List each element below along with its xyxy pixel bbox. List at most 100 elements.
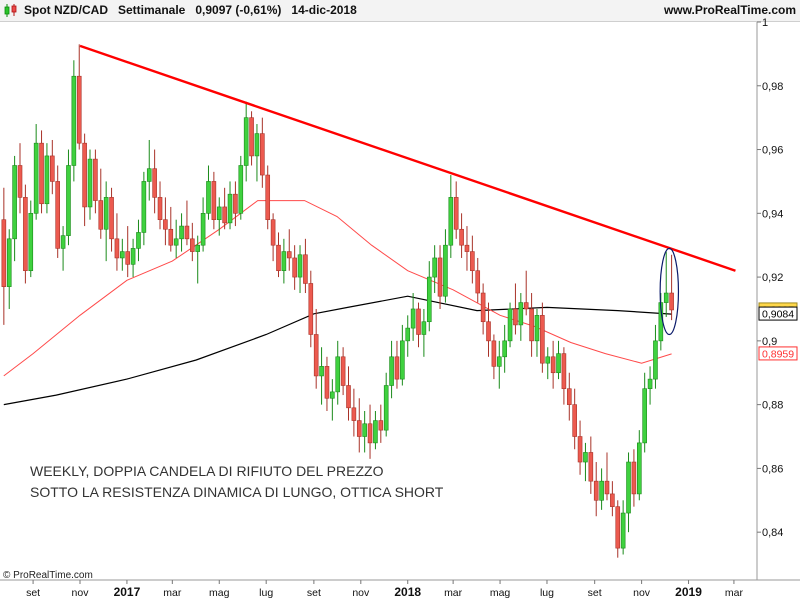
candle-body [658, 302, 664, 342]
ma200-line [3, 295, 672, 406]
candle [464, 226, 470, 271]
candle [470, 235, 475, 284]
candle [76, 44, 82, 150]
x-tick-label: mar [444, 587, 463, 599]
candle [507, 302, 513, 348]
candle [12, 155, 17, 262]
candle [653, 324, 658, 389]
candle-body [23, 197, 28, 272]
candle [184, 200, 190, 246]
ma50-line [3, 200, 672, 377]
candle-body [98, 200, 104, 230]
candle [545, 347, 551, 380]
site-label: www.ProRealTime.com [663, 3, 796, 17]
candle-body [249, 117, 254, 157]
candle-body [44, 155, 50, 205]
candle-body [572, 404, 577, 437]
chart-title: Spot NZD/CAD Settimanale 0,9097 (-0,61%)… [24, 3, 357, 17]
candle-body [28, 213, 34, 272]
candle-body [335, 356, 341, 393]
candle [66, 149, 71, 246]
candle-body [195, 244, 201, 252]
ma50-marker-label: 0,8959 [762, 348, 794, 360]
candle-body [426, 276, 432, 323]
x-tick-label: mar [725, 587, 744, 599]
candle [330, 379, 335, 421]
candle [362, 411, 367, 453]
candle [378, 404, 384, 443]
candle-body [470, 251, 475, 272]
candle-body [599, 480, 604, 501]
candle [50, 139, 55, 195]
candle [486, 302, 491, 357]
candle [292, 245, 297, 290]
candle [152, 149, 157, 214]
candle [281, 238, 287, 284]
candle [319, 347, 324, 405]
candle-body [518, 302, 524, 326]
candle [593, 462, 599, 517]
legend-item-price[interactable]: Prezzo [0, 22, 41, 36]
candle-body [206, 181, 211, 214]
legend-item-ma200[interactable]: Media Mobile (Simple 200) [39, 22, 177, 36]
candle-body [636, 442, 642, 495]
candle [55, 165, 60, 258]
candle-body [109, 197, 114, 240]
resistance-trendline [79, 44, 736, 272]
candle-body [152, 168, 157, 198]
ma50-layer [3, 200, 672, 377]
candle [502, 324, 507, 373]
candle [405, 315, 411, 357]
candle [125, 226, 131, 278]
candle [190, 222, 195, 262]
annotation-line-1: WEEKLY, DOPPIA CANDELA DI RIFIUTO DEL PR… [30, 463, 384, 479]
candle [631, 449, 637, 507]
candle [211, 171, 217, 230]
candle [620, 500, 626, 555]
candle [351, 388, 357, 437]
legend-item-ma50[interactable]: Media Mobile (Simple 50) [175, 22, 306, 36]
candle-body [260, 133, 265, 176]
candle-body [610, 493, 615, 507]
candle [324, 356, 330, 412]
candle-body [631, 461, 637, 495]
candle-body [146, 168, 152, 182]
candle [71, 60, 77, 182]
candle [550, 340, 556, 389]
candle-body [647, 378, 653, 389]
candle-body [93, 158, 98, 201]
candle-body [583, 452, 588, 463]
candle [669, 254, 674, 321]
candle-body [394, 356, 400, 380]
candle-body [550, 356, 556, 374]
candle [340, 347, 346, 396]
y-tick-label: 0,98 [762, 81, 783, 93]
y-tick-label: 0,94 [762, 208, 783, 220]
candle [260, 117, 265, 188]
candle [200, 197, 206, 252]
candle-body [593, 480, 599, 501]
candle-body [324, 366, 330, 399]
candle-body [120, 251, 125, 259]
y-tick-label: 0,92 [762, 272, 783, 284]
candle [286, 229, 292, 271]
x-tick-label: mar [163, 587, 182, 599]
ma200-marker-box [758, 306, 798, 321]
candle-body [297, 254, 303, 278]
candle-body [486, 321, 491, 342]
candle [6, 229, 12, 309]
candle [437, 245, 443, 309]
candle [109, 187, 114, 252]
candle [233, 181, 238, 227]
candle-body [60, 235, 66, 249]
last-price-marker: 0,9097 [758, 302, 798, 317]
candle-body [513, 308, 518, 326]
candle [496, 340, 502, 389]
candle [610, 481, 615, 517]
candle-body [39, 142, 44, 205]
candle-body [125, 251, 131, 265]
candle [663, 251, 669, 317]
candle [626, 452, 631, 533]
candle-body [168, 228, 174, 246]
